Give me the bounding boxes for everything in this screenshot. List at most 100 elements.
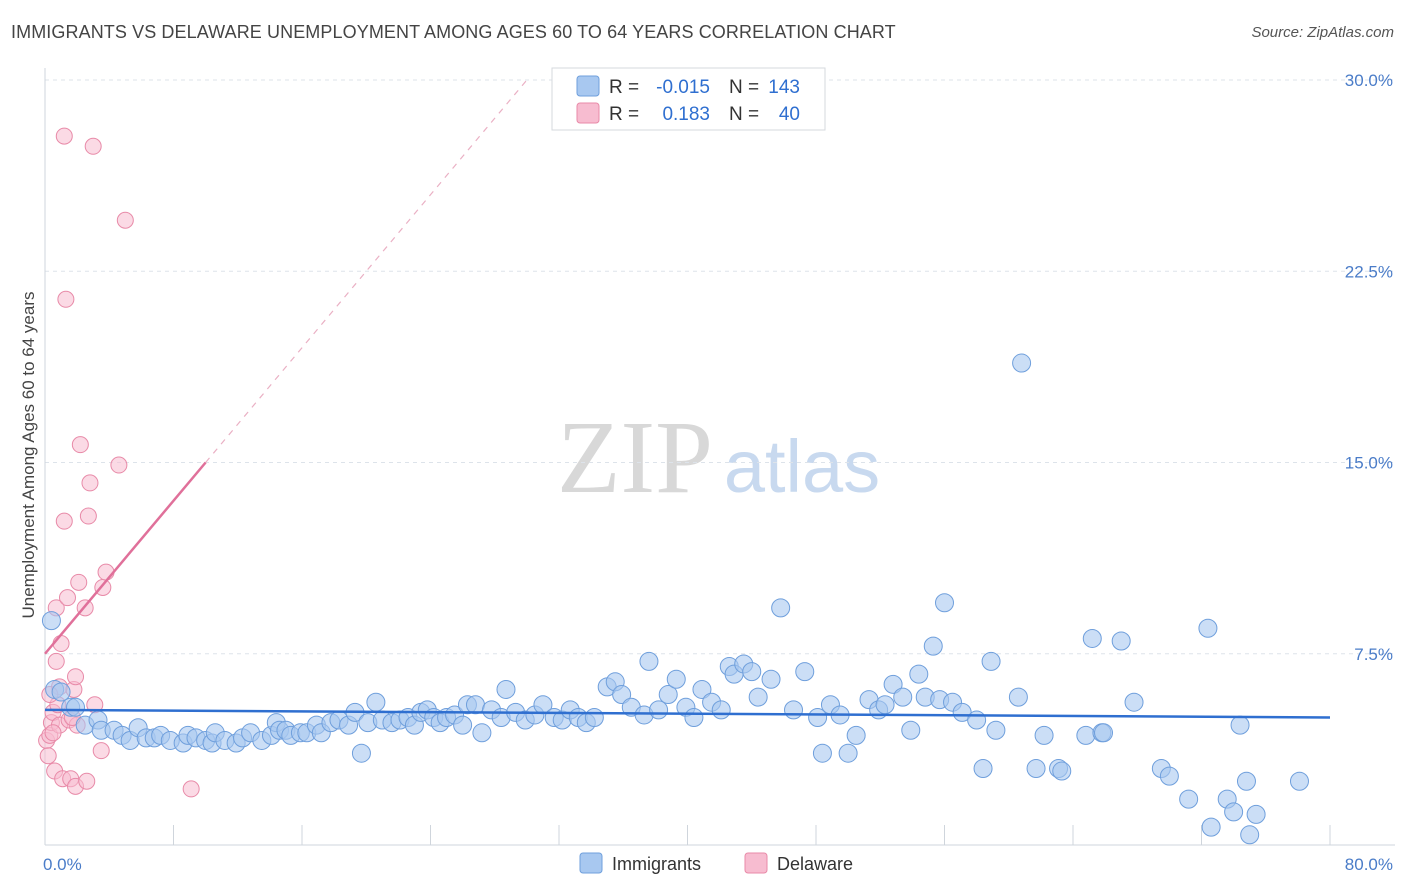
immigrants-point-88 [742, 662, 762, 682]
delaware-point-16 [58, 589, 76, 607]
immigrants-point-119 [1026, 759, 1046, 778]
immigrants-point-127 [1111, 631, 1131, 651]
x-tick-label-max: 80.0% [1345, 855, 1393, 874]
immigrants-point-73 [612, 685, 632, 705]
delaware-point-13 [55, 512, 73, 530]
delaware-point-29 [84, 137, 102, 155]
watermark-zip: ZIP [557, 400, 713, 515]
bottom-legend-swatch-immigrants [579, 852, 603, 874]
legend-r-value-delaware: 0.183 [662, 104, 710, 125]
immigrants-point-98 [838, 743, 858, 763]
immigrants-point-103 [883, 674, 903, 694]
immigrants-point-123 [1076, 725, 1096, 745]
immigrants-point-102 [875, 695, 895, 715]
delaware-point-23 [70, 573, 88, 591]
x-tick-labels: 0.0% 80.0% [43, 855, 1393, 874]
immigrants-point-122 [1052, 761, 1072, 781]
immigrants-point-4 [66, 697, 86, 717]
delaware-point-38 [44, 724, 62, 742]
immigrants-point-131 [1179, 789, 1199, 809]
immigrants-point-117 [1012, 353, 1032, 373]
immigrants-trend-line [44, 708, 1331, 719]
immigrants-point-116 [986, 720, 1006, 740]
delaware-point-36 [182, 780, 200, 798]
source-label: Source: ZipAtlas.com [1251, 24, 1394, 41]
immigrants-point-84 [711, 700, 731, 720]
immigrants-point-89 [748, 687, 768, 707]
immigrants-point-104 [893, 687, 913, 707]
immigrants-point-124 [1082, 628, 1102, 648]
immigrants-point-92 [784, 700, 804, 720]
immigrants-point-113 [967, 710, 987, 730]
bottom-legend-immigrants: Immigrants [612, 854, 701, 874]
delaware-point-35 [116, 211, 134, 229]
legend-n-label-immigrants: N = [729, 77, 759, 98]
immigrants-point-57 [472, 723, 492, 743]
legend-r-label-delaware: R = [609, 104, 639, 125]
delaware-point-11 [52, 635, 70, 653]
y-tick-labels: 7.5% 15.0% 22.5% 30.0% [1345, 71, 1393, 664]
legend-n-value-delaware: 40 [779, 104, 800, 125]
immigrants-point-108 [923, 636, 943, 656]
immigrants-point-93 [795, 662, 815, 682]
immigrants-point-0 [41, 611, 61, 631]
immigrants-point-126 [1094, 723, 1114, 743]
delaware-point-6 [47, 652, 65, 670]
delaware-point-26 [78, 772, 96, 790]
delaware-point-1 [39, 747, 57, 765]
delaware-point-28 [81, 474, 99, 492]
bottom-legend-delaware: Delaware [777, 854, 853, 874]
immigrants-point-114 [973, 759, 993, 778]
immigrants-point-133 [1201, 817, 1221, 837]
immigrants-point-79 [666, 669, 686, 689]
correlation-legend: R = -0.015 N = 143 R = 0.183 N = 40 [551, 67, 826, 131]
delaware-point-20 [67, 668, 85, 686]
immigrants-point-137 [1236, 771, 1256, 791]
y-tick-label-0: 7.5% [1354, 645, 1393, 664]
immigrants-point-77 [649, 700, 669, 720]
delaware-point-27 [79, 507, 97, 525]
immigrants-point-140 [1289, 771, 1309, 791]
immigrants-point-76 [639, 651, 659, 671]
immigrants-point-82 [692, 679, 712, 699]
bottom-legend-swatch-delaware [744, 852, 768, 874]
immigrants-point-132 [1198, 618, 1218, 638]
immigrants-point-99 [846, 725, 866, 745]
legend-r-label-immigrants: R = [609, 77, 639, 98]
immigrants-point-40 [351, 743, 371, 763]
immigrants-point-81 [684, 708, 704, 727]
delaware-point-34 [110, 456, 128, 474]
immigrants-point-90 [761, 669, 781, 689]
immigrants-point-56 [465, 695, 485, 715]
y-tick-label-1: 15.0% [1345, 454, 1393, 473]
immigrants-series [41, 353, 1309, 845]
immigrants-point-54 [453, 715, 473, 735]
immigrants-point-2 [51, 682, 71, 702]
series-legend: Immigrants Delaware [579, 852, 853, 874]
immigrants-point-95 [812, 743, 832, 763]
grid-lines [45, 79, 1395, 655]
delaware-trend-line [44, 461, 207, 655]
trend-lines [44, 79, 1331, 719]
legend-swatch-delaware [576, 102, 600, 124]
chart-title: IMMIGRANTS VS DELAWARE UNEMPLOYMENT AMON… [11, 22, 896, 42]
delaware-point-14 [55, 127, 73, 145]
immigrants-point-115 [981, 651, 1001, 671]
delaware-point-15 [57, 290, 75, 308]
immigrants-point-70 [584, 708, 604, 727]
immigrants-point-105 [901, 720, 921, 740]
legend-r-value-immigrants: -0.015 [656, 77, 710, 98]
delaware-point-31 [92, 742, 110, 760]
immigrants-point-42 [366, 692, 386, 712]
y-tick-label-2: 22.5% [1345, 262, 1393, 281]
y-tick-label-3: 30.0% [1345, 71, 1393, 90]
immigrants-point-94 [808, 708, 828, 727]
immigrants-point-78 [658, 685, 678, 705]
immigrants-point-138 [1240, 825, 1260, 845]
immigrants-point-106 [909, 664, 929, 684]
x-tick-label-min: 0.0% [43, 855, 82, 874]
immigrants-point-139 [1246, 804, 1266, 824]
immigrants-point-136 [1230, 715, 1250, 735]
immigrants-point-128 [1124, 692, 1144, 712]
